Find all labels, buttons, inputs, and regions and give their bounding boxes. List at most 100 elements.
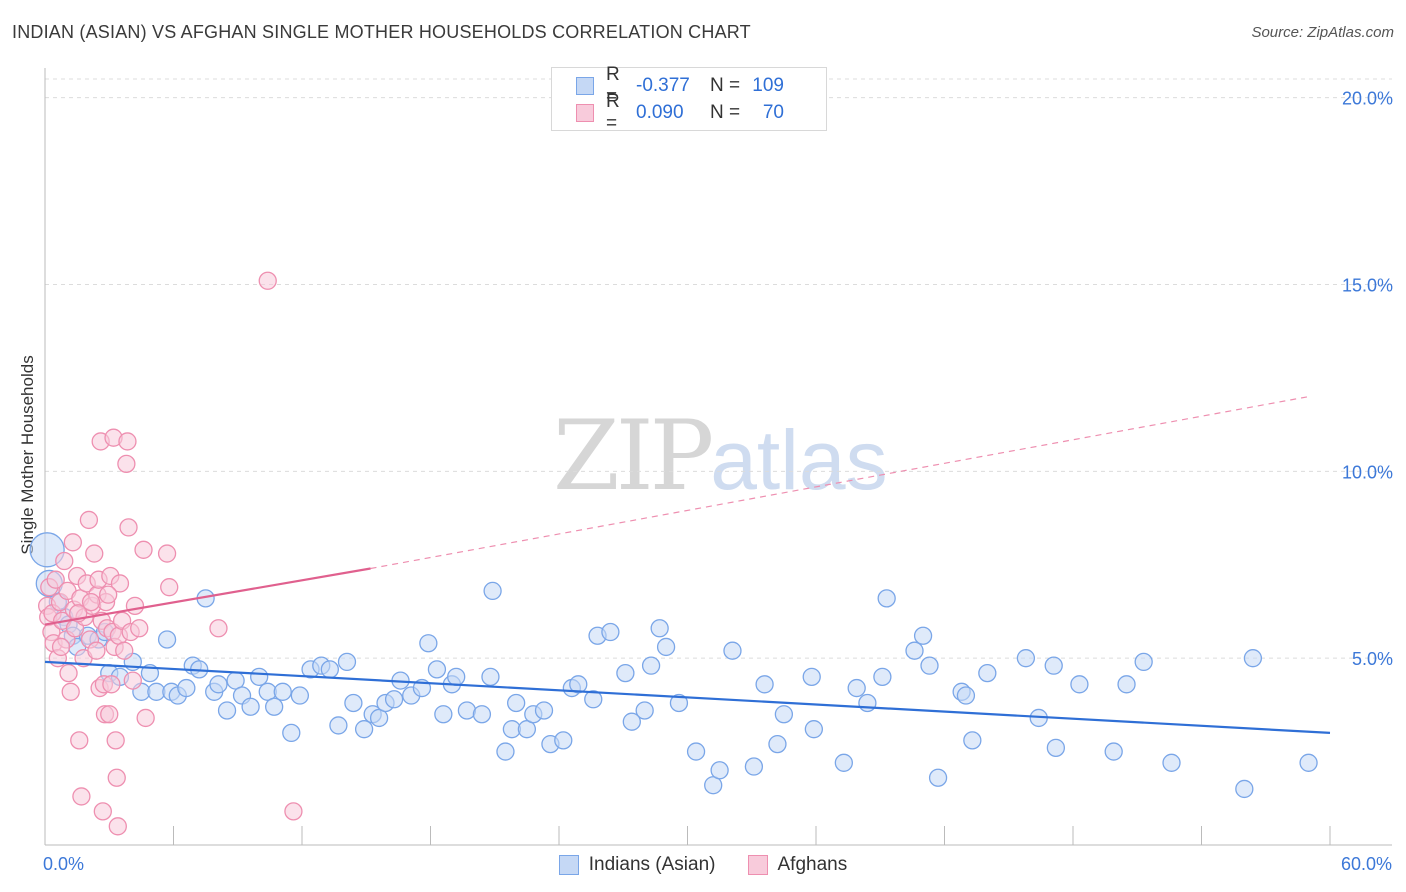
stats-row-indians: R = -0.377 N = 109: [576, 64, 784, 107]
point-indians: [457, 701, 477, 720]
point-indians: [768, 734, 787, 754]
point-indians: [669, 693, 689, 713]
watermark-atlas: atlas: [710, 413, 888, 507]
stats-n-value: 70: [762, 102, 784, 123]
stats-box: R = -0.377 N = 109 R = 0.090 N = 70: [551, 64, 827, 134]
point-indians: [601, 622, 620, 642]
stats-r-value: -0.377: [636, 75, 690, 96]
point-indians: [1299, 753, 1318, 772]
point-indians: [847, 678, 866, 698]
point-indians: [963, 731, 982, 750]
point-afghans: [63, 533, 82, 552]
stats-n-value: 109: [752, 75, 784, 96]
point-afghans: [117, 454, 136, 474]
point-indians: [250, 667, 269, 687]
point-afghans: [284, 802, 303, 821]
point-afghans: [125, 596, 145, 616]
point-afghans: [160, 578, 179, 597]
point-afghans: [107, 768, 126, 787]
point-indians: [804, 720, 824, 739]
legend-swatch-indians: [558, 855, 579, 875]
point-indians: [447, 667, 466, 687]
x-tick-label: 60.0%: [1341, 854, 1392, 874]
point-indians: [241, 697, 260, 716]
y-tick-label: 15.0%: [1342, 276, 1393, 296]
chart-title: INDIAN (ASIAN) VS AFGHAN SINGLE MOTHER H…: [12, 22, 751, 42]
point-afghans: [209, 619, 228, 638]
point-indians: [584, 690, 603, 709]
point-afghans: [61, 682, 80, 701]
point-afghans: [134, 540, 153, 559]
point-indians: [877, 589, 896, 608]
point-afghans: [115, 641, 134, 660]
point-afghans: [51, 637, 71, 657]
point-indians: [209, 675, 228, 694]
legend-label-indians: Indians (Asian): [588, 854, 716, 875]
stats-n-label: N =: [710, 102, 741, 123]
point-indians: [1243, 649, 1263, 668]
watermark-zip: ZIP: [553, 400, 714, 512]
point-indians: [1104, 742, 1123, 761]
point-afghans: [99, 585, 118, 604]
point-indians: [554, 731, 573, 750]
y-tick-label: 10.0%: [1342, 462, 1393, 482]
stats-row-afghans: R = 0.090 N = 70: [576, 91, 784, 134]
point-indians: [802, 667, 821, 687]
trend-line-afghans-extension: [370, 396, 1309, 570]
stats-n-label: N =: [710, 75, 741, 96]
point-afghans: [79, 510, 99, 530]
point-afghans: [81, 592, 101, 612]
point-indians: [622, 712, 641, 731]
x-tick-label: 0.0%: [43, 854, 84, 874]
point-indians: [217, 701, 237, 720]
point-indians: [265, 697, 284, 716]
point-indians: [282, 723, 301, 743]
point-indians: [534, 701, 554, 720]
point-afghans: [123, 671, 142, 690]
point-indians: [744, 757, 764, 776]
point-afghans: [118, 432, 137, 451]
point-indians: [434, 705, 453, 724]
point-afghans: [59, 663, 78, 683]
trend-line-afghans: [44, 567, 371, 626]
point-indians: [157, 630, 177, 649]
point-afghans: [108, 817, 127, 836]
point-indians: [1134, 652, 1153, 672]
point-indians: [641, 656, 661, 675]
point-afghans: [87, 641, 106, 660]
stats-r-value: 0.090: [636, 102, 684, 123]
point-indians: [329, 716, 348, 735]
point-afghans: [119, 518, 138, 537]
point-indians: [913, 626, 933, 645]
point-afghans: [258, 271, 277, 290]
point-afghans: [106, 731, 125, 750]
trend-line-indians: [44, 660, 1331, 735]
point-indians: [427, 660, 447, 679]
point-indians: [481, 667, 500, 687]
point-indians: [616, 663, 635, 683]
point-afghans: [85, 544, 104, 563]
point-indians: [273, 682, 292, 701]
point-indians: [920, 656, 939, 675]
stats-r-label: R =: [606, 64, 620, 107]
point-indians: [507, 693, 526, 713]
point-indians: [344, 693, 363, 713]
watermark: ZIPatlas: [553, 400, 888, 512]
point-indians: [1235, 779, 1254, 799]
legend-item-afghans[interactable]: Afghans: [747, 854, 848, 876]
point-indians: [723, 641, 742, 660]
point-afghans: [100, 705, 119, 724]
legend-label-afghans: Afghans: [777, 854, 848, 875]
stats-swatch-indians: [576, 77, 594, 95]
point-indians: [177, 678, 196, 698]
point-afghans: [46, 570, 65, 589]
y-tick-label: 20.0%: [1342, 89, 1393, 109]
point-indians: [635, 701, 654, 720]
legend-item-indians[interactable]: Indians (Asian): [558, 854, 716, 876]
point-indians: [928, 768, 948, 787]
point-indians: [1016, 649, 1036, 668]
stats-swatch-afghans: [576, 104, 594, 122]
point-indians: [774, 705, 794, 724]
point-indians: [858, 693, 877, 713]
point-indians: [320, 660, 339, 679]
